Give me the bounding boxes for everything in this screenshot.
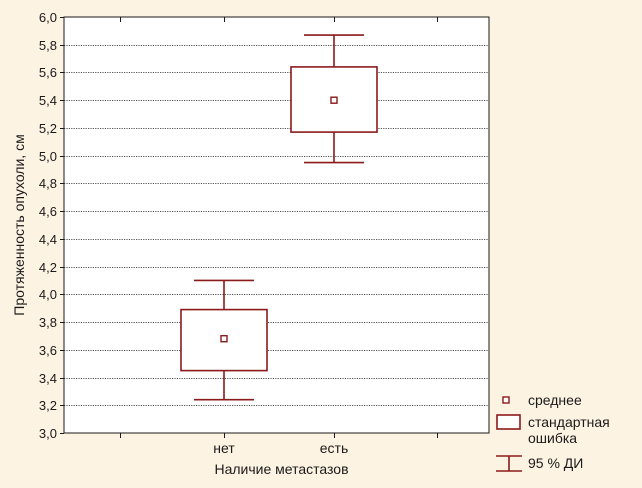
- y-tick-label: 3,6: [39, 343, 57, 358]
- y-tick-label: 5,4: [39, 93, 57, 108]
- y-tick-label: 4,4: [39, 232, 57, 247]
- plot-area: [63, 16, 490, 434]
- series-2: [290, 34, 378, 164]
- legend-mean-symbol: [502, 396, 510, 404]
- y-tick-label: 3,4: [39, 371, 57, 386]
- series-1: [180, 279, 268, 401]
- x-axis: нет есть: [120, 17, 438, 456]
- y-axis: 3,0 3,2 3,4 3,6 3,8 4,0 4,2 4,4 4,6 4,8 5,0 5,2 5,4 5…: [39, 10, 64, 441]
- y-tick-label: 6,0: [39, 10, 57, 25]
- legend-whisker-label: 95 % ДИ: [528, 455, 583, 471]
- legend-box-label-line1: стандартная: [528, 414, 610, 430]
- mean-marker: [220, 335, 228, 343]
- x-tick-label: есть: [320, 440, 349, 456]
- x-tick-label: нет: [213, 440, 235, 456]
- y-tick-label: 4,6: [39, 204, 57, 219]
- mean-marker: [330, 96, 338, 104]
- y-tick-label: 5,8: [39, 38, 57, 53]
- y-tick-label: 4,0: [39, 287, 57, 302]
- legend-box-label-line2: ошибка: [528, 430, 577, 446]
- y-tick-label: 3,0: [39, 426, 57, 441]
- y-tick-label: 5,6: [39, 65, 57, 80]
- y-tick-label: 4,8: [39, 176, 57, 191]
- legend-mean-label: среднее: [528, 392, 582, 408]
- y-axis-label: Протяженность опухоли, см: [11, 134, 27, 315]
- y-tick-label: 5,2: [39, 121, 57, 136]
- legend-box-symbol: [496, 414, 521, 430]
- y-tick-label: 3,8: [39, 315, 57, 330]
- series-layer: [180, 34, 378, 401]
- x-axis-label: Наличие метастазов: [214, 461, 348, 477]
- y-tick-label: 4,2: [39, 260, 57, 275]
- y-tick-label: 5,0: [39, 149, 57, 164]
- y-tick-label: 3,2: [39, 398, 57, 413]
